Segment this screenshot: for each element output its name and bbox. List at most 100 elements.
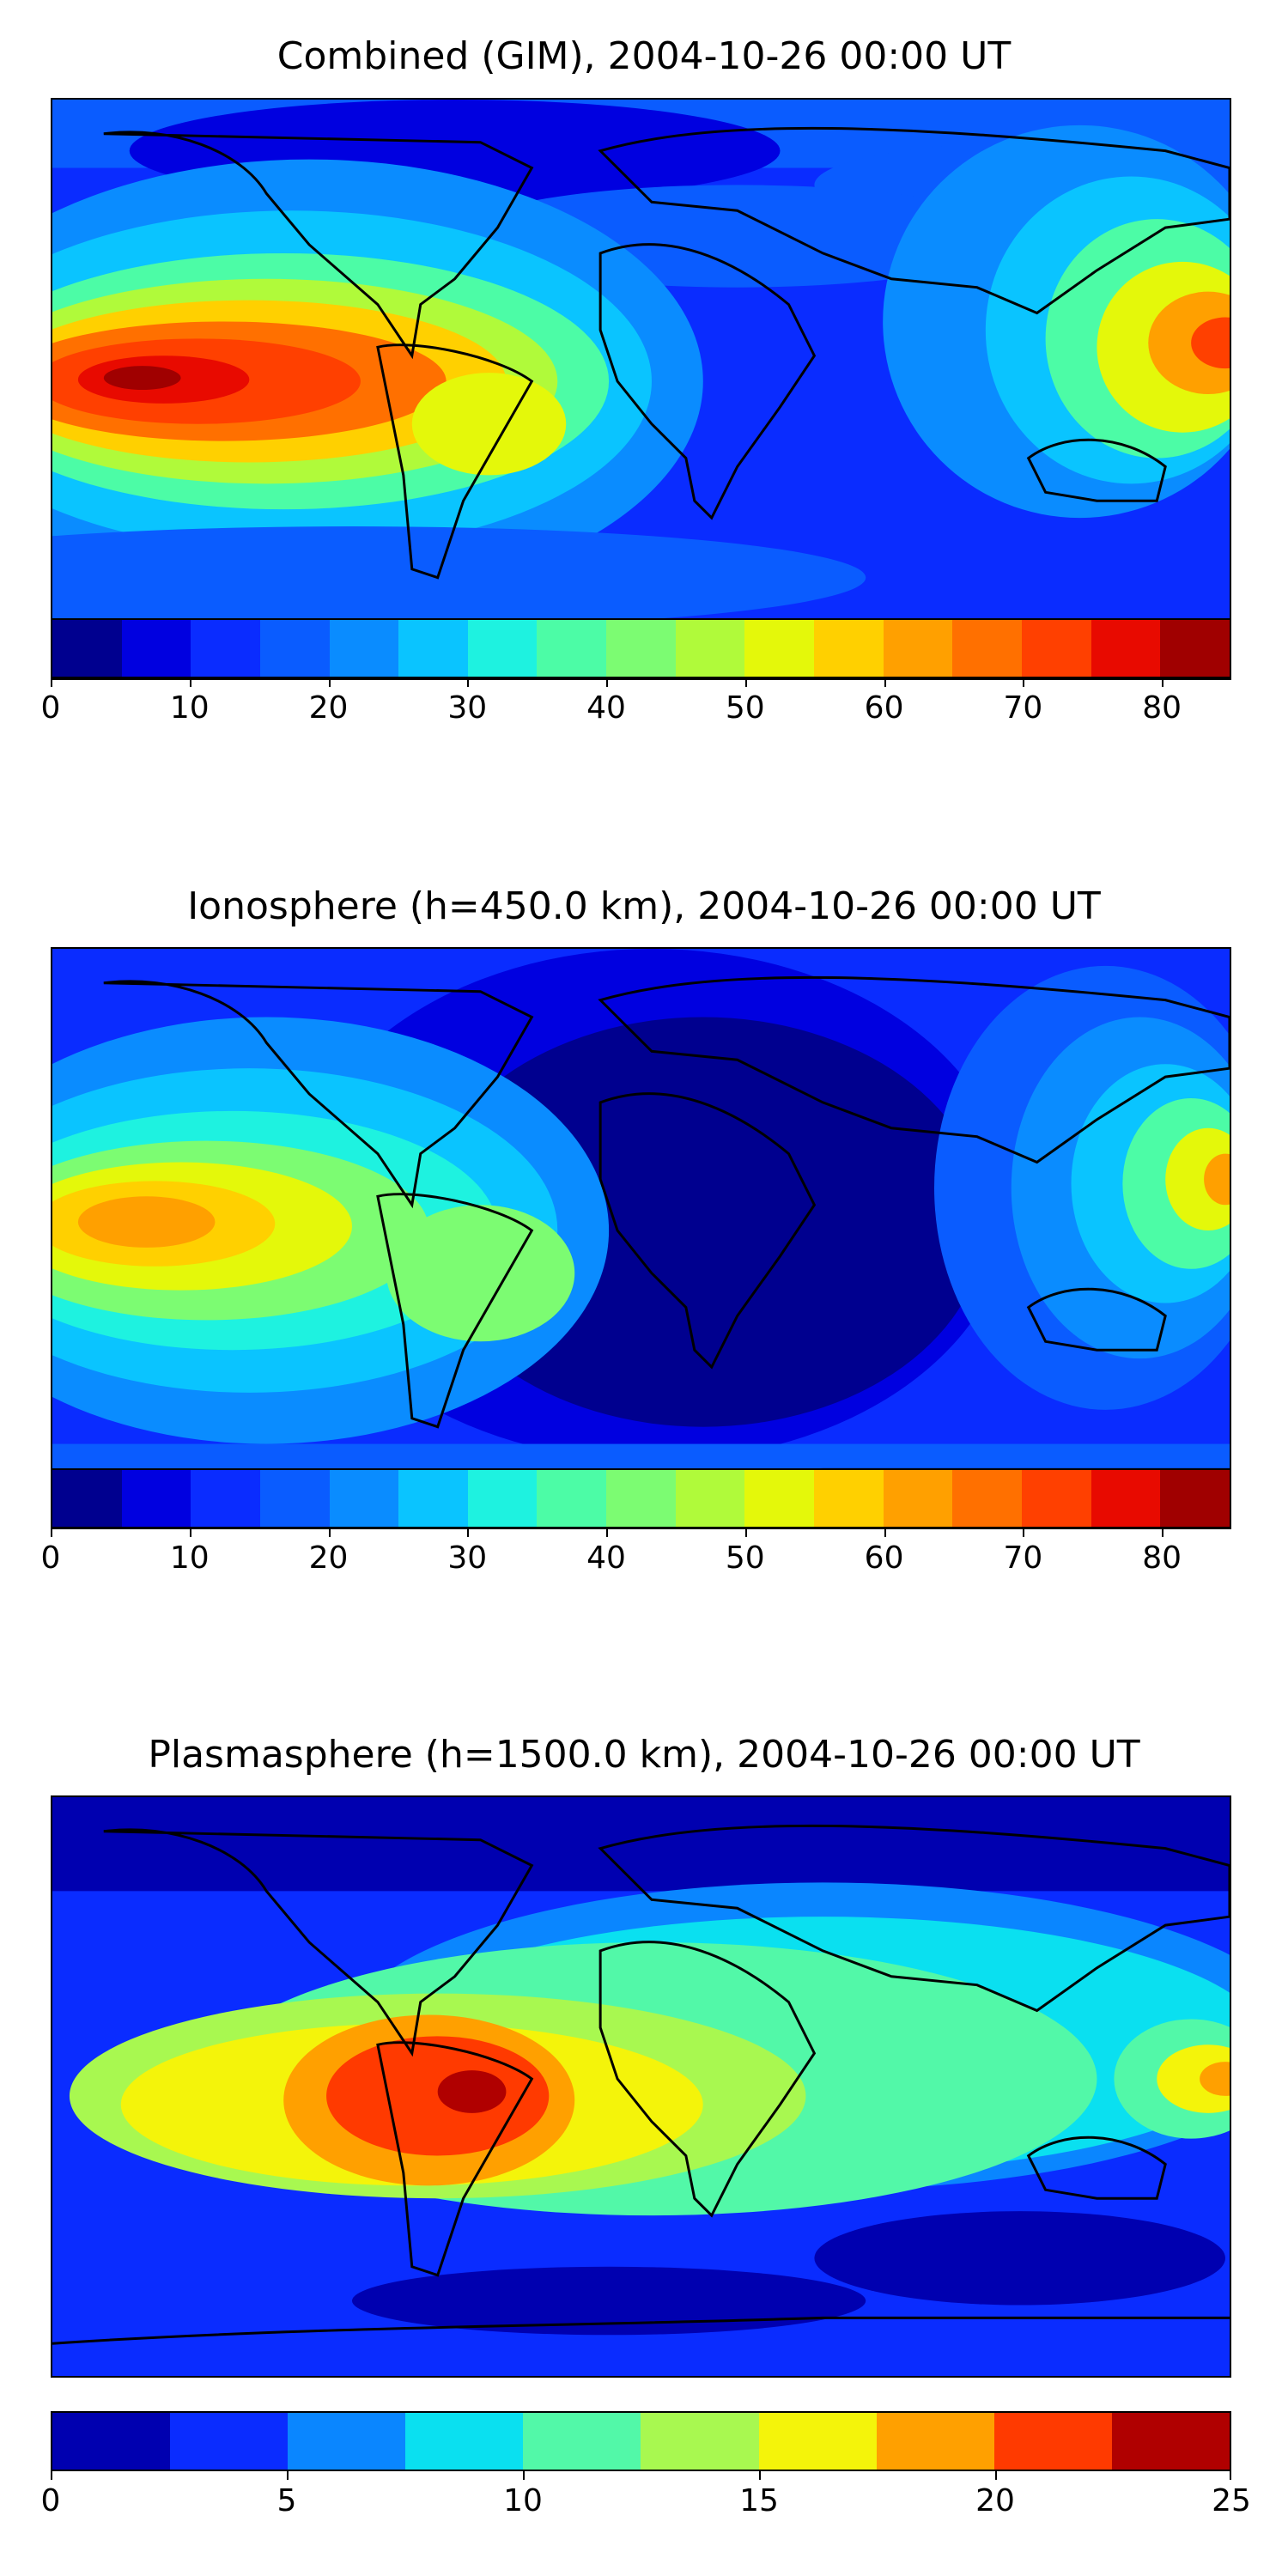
map-ionosphere	[51, 947, 1231, 1529]
colorbar-segment	[329, 1470, 399, 1527]
colorbar-segment	[121, 1470, 191, 1527]
colorbar-tick	[287, 2471, 289, 2480]
colorbar-tick	[995, 2471, 997, 2480]
colorbar-tick-label: 60	[864, 1540, 904, 1576]
colorbar-tick	[51, 2471, 52, 2480]
colorbar-segment	[758, 2413, 877, 2470]
colorbar-tick	[744, 678, 747, 687]
colorbar-tick	[1023, 678, 1025, 687]
colorbar-combined-ticks: 0 10 20 30 40 50 60 70 80	[41, 678, 1231, 730]
colorbar-segment	[52, 620, 122, 677]
colorbar-tick-label: 0	[40, 690, 61, 726]
colorbar-tick	[328, 678, 331, 687]
colorbar-segment	[405, 2413, 524, 2470]
colorbar-tick	[1023, 1528, 1025, 1537]
colorbar-segment	[1091, 620, 1161, 677]
colorbar-segment	[1091, 1470, 1161, 1527]
map-plasmasphere	[51, 1795, 1231, 2378]
colorbar-tick-label: 50	[725, 690, 765, 726]
colorbar-segment	[1160, 1470, 1230, 1527]
colorbar-segment	[744, 1470, 815, 1527]
colorbar-tick-label: 25	[1212, 2483, 1251, 2518]
colorbar-plasmasphere-ticks: 0 5 10 15 20 25	[41, 2471, 1251, 2523]
colorbar-plasmasphere	[51, 2411, 1231, 2471]
colorbar-tick	[606, 678, 609, 687]
colorbar-segment	[1160, 620, 1230, 677]
colorbar-tick	[744, 1528, 747, 1537]
colorbar-segment	[993, 2413, 1112, 2470]
colorbar-segment	[675, 620, 745, 677]
colorbar-segment	[121, 620, 191, 677]
colorbar-segment	[191, 620, 260, 677]
colorbar-segment	[1111, 2413, 1230, 2470]
colorbar-segment	[606, 620, 676, 677]
colorbar-tick	[328, 1528, 331, 1537]
colorbar-ionosphere-ticks: 0 10 20 30 40 50 60 70 80	[41, 1528, 1231, 1580]
colorbar-segment	[952, 620, 1022, 677]
colorbar-segment	[329, 620, 399, 677]
colorbar-tick	[467, 678, 470, 687]
colorbar-tick-label: 70	[1003, 690, 1043, 726]
colorbar-tick-label: 40	[586, 1540, 626, 1576]
colorbar-tick	[523, 2471, 525, 2480]
colorbar-segment	[641, 2413, 759, 2470]
colorbar-segment	[744, 620, 815, 677]
colorbar-segment	[883, 1470, 953, 1527]
colorbar-tick	[1162, 678, 1164, 687]
colorbar-tick	[1162, 1528, 1164, 1537]
colorbar-tick-label: 60	[864, 690, 904, 726]
colorbar-segment	[259, 1470, 330, 1527]
colorbar-segment	[1021, 1470, 1091, 1527]
colorbar-tick-label: 20	[308, 690, 349, 726]
colorbar-segment	[814, 1470, 884, 1527]
colorbar-segment	[259, 620, 330, 677]
colorbar-segment	[675, 1470, 745, 1527]
colorbar-tick-label: 80	[1142, 1540, 1182, 1576]
colorbar-tick	[189, 1528, 191, 1537]
colorbar-tick-label: 40	[586, 690, 626, 726]
colorbar-segment	[883, 620, 953, 677]
map-combined-plot	[52, 100, 1230, 678]
colorbar-segment	[606, 1470, 676, 1527]
colorbar-tick	[606, 1528, 609, 1537]
colorbar-tick-label: 5	[276, 2483, 297, 2518]
colorbar-ionosphere	[51, 1468, 1231, 1528]
colorbar-segment	[523, 2413, 641, 2470]
colorbar-combined	[51, 618, 1231, 678]
colorbar-segment	[288, 2413, 406, 2470]
colorbar-tick	[51, 678, 52, 687]
colorbar-tick-label: 10	[169, 690, 210, 726]
map-plasmasphere-plot	[52, 1797, 1230, 2376]
colorbar-tick-label: 20	[308, 1540, 349, 1576]
map-ionosphere-plot	[52, 949, 1230, 1528]
colorbar-tick-label: 0	[40, 2483, 61, 2518]
colorbar-tick	[1230, 2471, 1231, 2480]
colorbar-tick	[467, 1528, 470, 1537]
colorbar-segment	[52, 2413, 171, 2470]
colorbar-tick-label: 30	[447, 690, 488, 726]
colorbar-segment	[52, 1470, 122, 1527]
colorbar-tick	[51, 1528, 52, 1537]
panel-title-ionosphere: Ionosphere (h=450.0 km), 2004-10-26 00:0…	[187, 884, 1101, 928]
map-combined	[51, 98, 1231, 680]
colorbar-tick-label: 0	[40, 1540, 61, 1576]
colorbar-tick	[189, 678, 191, 687]
colorbar-tick-label: 50	[725, 1540, 765, 1576]
colorbar-tick-label: 30	[447, 1540, 488, 1576]
colorbar-tick	[884, 678, 886, 687]
colorbar-segment	[191, 1470, 260, 1527]
colorbar-segment	[170, 2413, 289, 2470]
colorbar-tick-label: 15	[739, 2483, 779, 2518]
colorbar-tick	[759, 2471, 761, 2480]
colorbar-tick-label: 10	[169, 1540, 210, 1576]
colorbar-tick-label: 70	[1003, 1540, 1043, 1576]
colorbar-segment	[952, 1470, 1022, 1527]
colorbar-tick	[884, 1528, 886, 1537]
colorbar-tick-label: 20	[975, 2483, 1015, 2518]
colorbar-tick-label: 10	[503, 2483, 543, 2518]
colorbar-segment	[398, 620, 468, 677]
colorbar-segment	[537, 1470, 607, 1527]
panel-title-combined: Combined (GIM), 2004-10-26 00:00 UT	[276, 34, 1012, 78]
colorbar-segment	[814, 620, 884, 677]
colorbar-segment	[537, 620, 607, 677]
